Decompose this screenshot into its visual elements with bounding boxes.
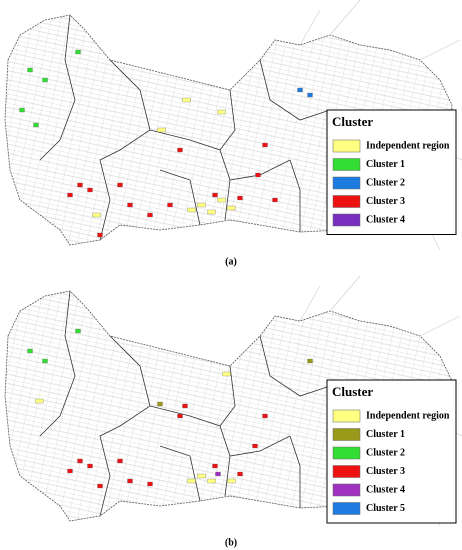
region: [77, 182, 83, 188]
region: [217, 109, 226, 115]
region: [212, 463, 218, 469]
region: [67, 192, 73, 198]
panel-label: (b): [225, 537, 237, 548]
legend-label: Cluster 3: [366, 466, 405, 477]
region: [207, 478, 216, 484]
legend-label: Cluster 4: [366, 484, 405, 495]
region: [117, 182, 123, 188]
legends: Cluster Independent region Cluster 1 Cluste…: [326, 109, 457, 524]
region: [227, 478, 236, 484]
region: [262, 142, 268, 148]
region: [307, 92, 313, 98]
region: [197, 202, 206, 208]
legend-swatch: [332, 483, 361, 497]
region: [212, 192, 218, 198]
region: [255, 172, 261, 178]
region: [157, 127, 166, 133]
region: [237, 195, 243, 201]
region: [67, 468, 73, 474]
region: [307, 358, 313, 364]
region: [217, 197, 226, 203]
region: [117, 458, 123, 464]
legend-label: Cluster 4: [366, 214, 405, 225]
region: [215, 471, 221, 477]
region: [177, 147, 183, 153]
panel-label: (a): [225, 256, 237, 267]
legend-swatch: [332, 446, 361, 460]
legend-box: [326, 109, 457, 235]
legend-label: Cluster 5: [366, 503, 405, 514]
legend-swatch: [332, 502, 361, 515]
region: [27, 348, 33, 354]
region: [27, 67, 33, 73]
legend-label: Cluster 1: [366, 159, 405, 170]
region: [157, 401, 163, 407]
legend-swatch: [332, 213, 361, 227]
region: [147, 212, 153, 218]
legend-swatch: [332, 158, 361, 171]
legend-label: Cluster 3: [366, 196, 405, 207]
region: [177, 413, 183, 419]
region: [272, 197, 278, 203]
region: [297, 87, 303, 93]
region: [87, 463, 93, 469]
legend-title: Cluster: [332, 114, 373, 129]
region: [75, 328, 81, 334]
legend-swatch: [332, 176, 361, 190]
region: [42, 358, 48, 364]
region: [127, 478, 133, 484]
region: [237, 471, 243, 477]
region: [87, 187, 93, 193]
legend-swatch: [332, 409, 361, 423]
region: [262, 413, 268, 419]
legend-swatch: [332, 139, 361, 153]
region: [252, 443, 258, 449]
region: [33, 122, 39, 128]
legend-swatch: [332, 428, 361, 441]
region: [182, 97, 191, 103]
region: [187, 478, 196, 484]
region: [92, 212, 101, 218]
legend-swatch: [332, 465, 361, 478]
region: [147, 481, 153, 487]
region: [227, 205, 236, 211]
region: [197, 473, 206, 479]
region: [127, 202, 133, 208]
region: [97, 232, 103, 238]
region: [97, 483, 103, 489]
legend-label: Cluster 2: [366, 177, 405, 188]
region: [19, 107, 25, 113]
legend-title: Cluster: [332, 384, 373, 399]
legend-label: Independent region: [366, 140, 450, 151]
region: [77, 458, 83, 464]
legend-label: Independent region: [366, 410, 450, 421]
region: [207, 209, 216, 215]
region: [187, 207, 196, 213]
region: [182, 403, 188, 409]
region: [35, 398, 44, 404]
legend-swatch: [332, 195, 361, 208]
cluster-regions: [19, 49, 313, 489]
region: [222, 371, 231, 377]
legend-label: Cluster 1: [366, 429, 405, 440]
legend-label: Cluster 2: [366, 447, 405, 458]
region: [167, 202, 173, 208]
region: [75, 49, 81, 55]
region: [42, 77, 48, 83]
